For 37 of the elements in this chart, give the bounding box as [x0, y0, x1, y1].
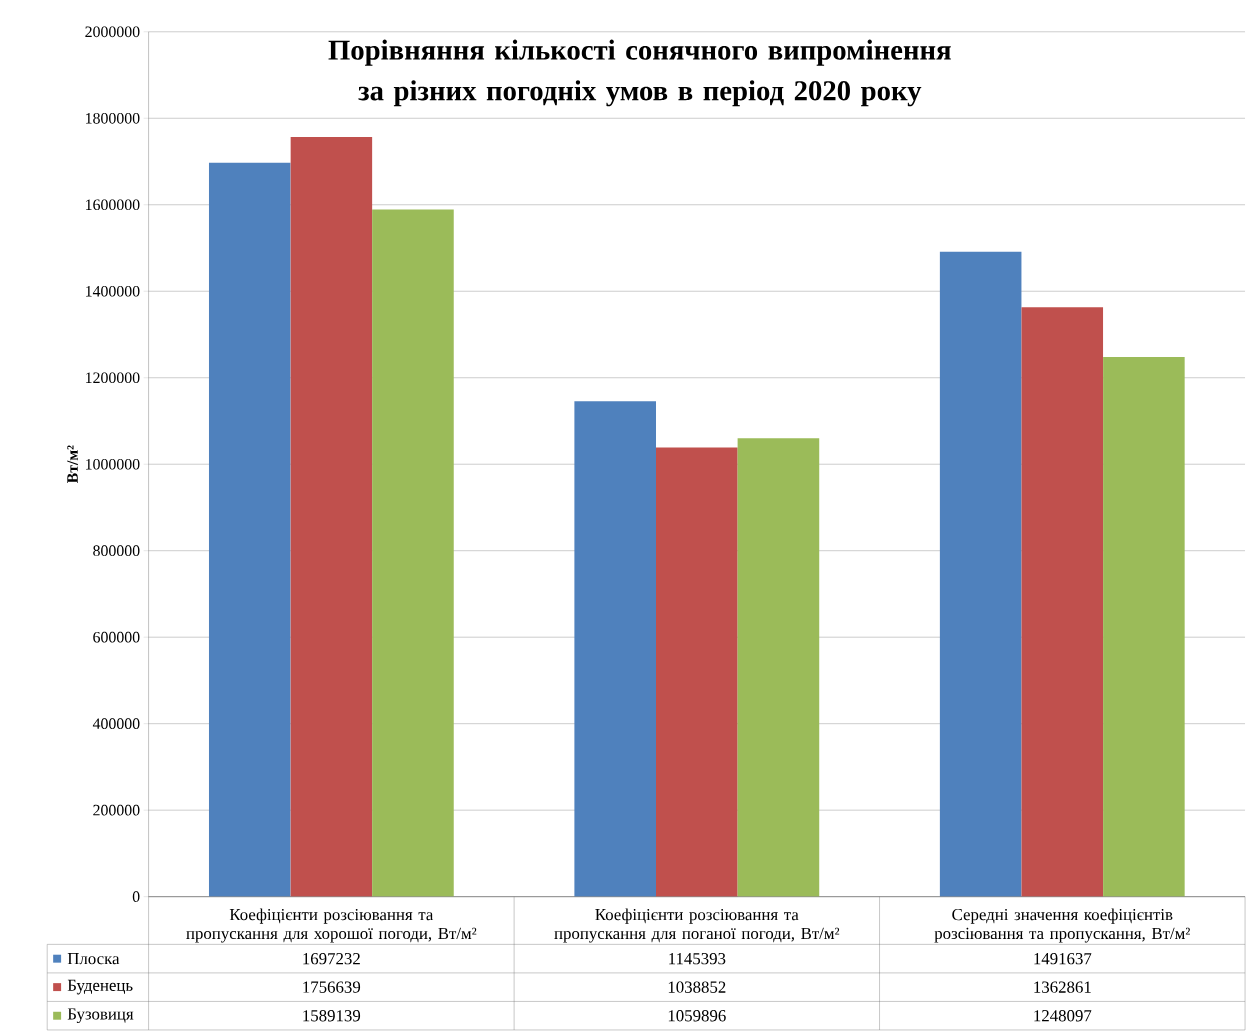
data-label: 1362861 [1034, 981, 1091, 993]
bar [290, 137, 373, 897]
y-tick-label: 2000000 [85, 26, 140, 38]
x-tick-label: Середні значення коефіцієнтів розсіювання та пропускання, Вт/м² [934, 908, 1190, 943]
bar [208, 162, 291, 897]
bar [656, 447, 738, 897]
y-tick-label: 1000000 [86, 458, 140, 470]
data-label: 1059896 [668, 1010, 726, 1022]
data-label: 1491637 [1034, 953, 1092, 965]
y-tick-label: 1200000 [86, 372, 140, 384]
x-tick-label: Коефіцієнти розсіювання та пропускання для поганої погоди, Вт/м² [554, 908, 840, 943]
y-tick-label: 200000 [93, 804, 140, 816]
y-tick-label: 0 [132, 891, 140, 903]
data-label: 1756639 [303, 981, 361, 993]
bar [574, 401, 656, 897]
bar [1021, 307, 1104, 897]
bar [372, 209, 454, 897]
legend-label: Плоска [67, 953, 120, 965]
y-tick-label: 1600000 [86, 199, 140, 211]
x-tick-label: Коефіцієнти розсіювання та пропускання для хорошої погоди, Вт/м² [186, 908, 477, 943]
data-label: 1248097 [1034, 1010, 1092, 1022]
bar [1103, 357, 1185, 897]
bar [939, 251, 1022, 897]
y-axis-title: Вт/м² [67, 445, 78, 484]
y-tick-label: 800000 [93, 545, 140, 557]
text: Порівняння кількості сонячного випромінення за різних погодніх умов в період 2020 року [328, 39, 951, 107]
y-tick-label: 1800000 [86, 113, 140, 124]
y-tick-label: 400000 [92, 718, 140, 730]
legend-label: Буденець [67, 979, 133, 995]
bar [737, 438, 820, 897]
legend-label: Бузовиця [67, 1008, 134, 1024]
y-tick-label: 1400000 [86, 285, 140, 297]
data-label: 1038852 [668, 981, 726, 993]
data-label: 1145393 [669, 953, 726, 965]
data-label: 1589139 [303, 1010, 361, 1022]
data-label: 1697232 [303, 953, 360, 965]
y-tick-label: 600000 [93, 631, 140, 643]
